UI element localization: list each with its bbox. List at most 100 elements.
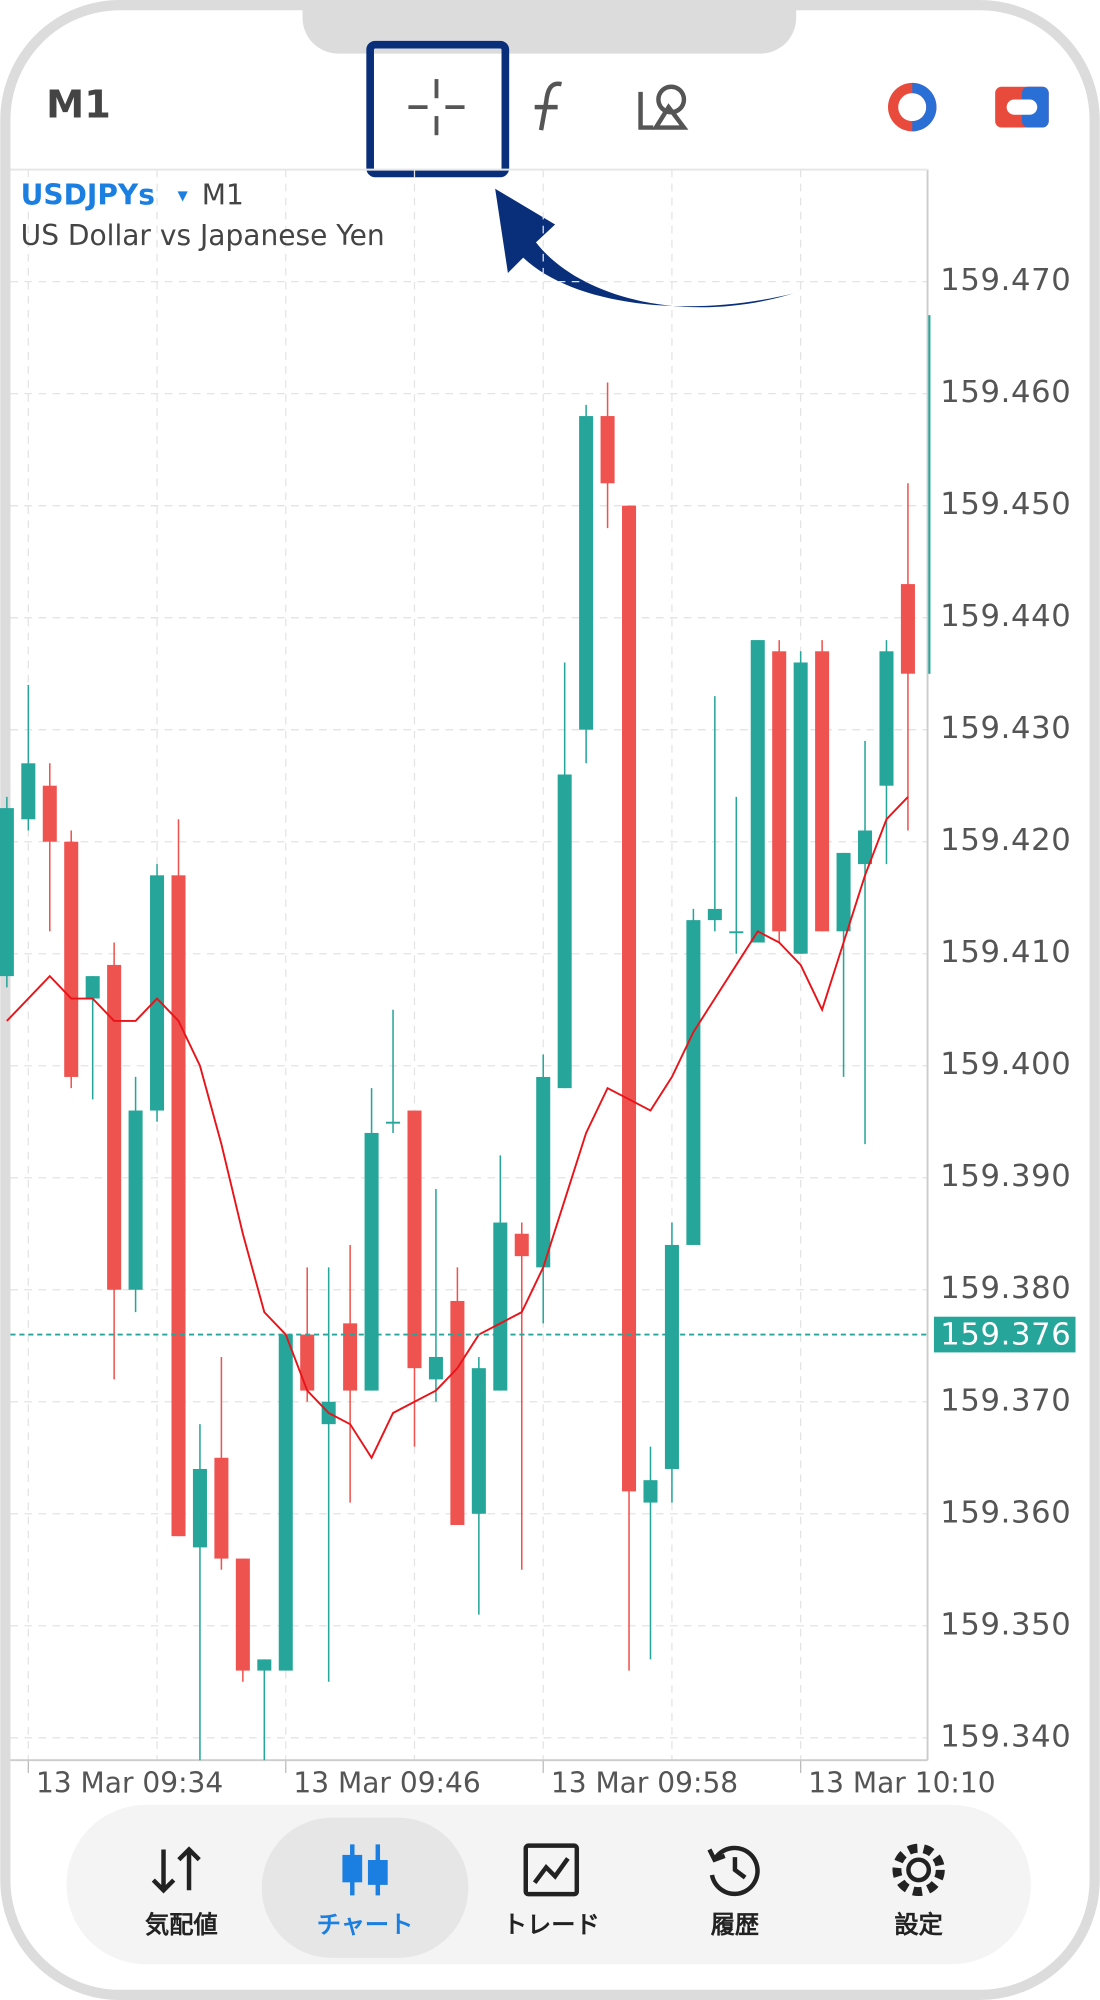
- candle-body: [364, 1132, 379, 1391]
- candle-body: [64, 841, 79, 1077]
- candle-body: [428, 1356, 443, 1380]
- candle-body: [750, 640, 765, 943]
- candle-body: [107, 964, 122, 1290]
- nav-label[interactable]: チャート: [317, 1911, 414, 1939]
- candle-body: [493, 1222, 508, 1391]
- candle-body: [600, 416, 615, 484]
- trade-icon[interactable]: [995, 86, 1049, 128]
- nav-icon-part: [367, 1860, 388, 1885]
- candle-body: [214, 1457, 229, 1559]
- candle-body: [686, 920, 701, 1245]
- x-tick-label: 13 Mar 09:46: [293, 1766, 480, 1799]
- current-price-box: [933, 1316, 1076, 1353]
- y-tick-label: 159.420: [940, 823, 1071, 858]
- candle-body: [343, 1323, 358, 1391]
- candle-body: [150, 875, 165, 1111]
- symbol-description: US Dollar vs Japanese Yen: [21, 219, 385, 252]
- candle-body: [85, 976, 100, 999]
- objects-button[interactable]: [638, 84, 689, 130]
- candle-body: [622, 505, 637, 1492]
- chart-timeframe: M1: [202, 178, 244, 211]
- y-tick-label: 159.410: [940, 935, 1071, 970]
- nav-icon: [151, 1846, 201, 1894]
- candle-body: [278, 1334, 293, 1671]
- y-tick-label: 159.450: [940, 487, 1071, 522]
- y-tick-label: 159.340: [940, 1719, 1071, 1754]
- y-tick-label: 159.440: [940, 599, 1071, 634]
- nav-icon-part: [707, 1845, 760, 1897]
- candle-body: [729, 931, 744, 934]
- nav-icon: [342, 1844, 388, 1896]
- current-price-label: 159.376: [940, 1317, 1071, 1352]
- candle-body: [192, 1468, 207, 1548]
- candle-body: [579, 416, 594, 730]
- notch: [302, 0, 797, 54]
- nav-icon-part: [892, 1843, 945, 1897]
- candle-body: [879, 651, 894, 786]
- candle-body: [536, 1076, 551, 1268]
- candle-body: [815, 651, 830, 932]
- highlight-box: [366, 40, 510, 178]
- nav-bar: [66, 1804, 1031, 1965]
- y-tick-label: 159.380: [940, 1271, 1071, 1306]
- candle-body: [557, 774, 572, 1089]
- candle-body: [643, 1480, 658, 1503]
- y-tick-label: 159.470: [940, 263, 1071, 298]
- candle-body: [664, 1244, 679, 1469]
- candle-body: [300, 1334, 315, 1391]
- moving-average: [6, 796, 909, 1460]
- y-tick-label: 159.390: [940, 1159, 1071, 1194]
- y-tick-label: 159.350: [940, 1607, 1071, 1642]
- candle-body: [0, 808, 14, 977]
- nav-label[interactable]: 設定: [894, 1911, 943, 1939]
- candle-body: [928, 315, 931, 674]
- timeframe-button[interactable]: M1: [46, 83, 111, 128]
- candle-body: [772, 651, 787, 932]
- account-icon[interactable]: [888, 82, 937, 132]
- candle-body: [407, 1110, 422, 1369]
- candle-body: [793, 662, 808, 954]
- candle-body: [900, 584, 915, 674]
- candle-body: [235, 1558, 250, 1671]
- nav-active-pill: [261, 1817, 469, 1958]
- candle-body: [858, 830, 873, 865]
- nav-label[interactable]: トレード: [503, 1911, 600, 1939]
- nav-label[interactable]: 気配値: [145, 1911, 218, 1939]
- nav-icon-part: [342, 1854, 363, 1883]
- nav-icon: [892, 1843, 945, 1897]
- x-tick-label: 13 Mar 10:10: [808, 1766, 995, 1799]
- nav-icon-part: [532, 1857, 570, 1884]
- candle-body: [450, 1300, 465, 1525]
- y-tick-label: 159.400: [940, 1047, 1071, 1082]
- nav-icon-part: [523, 1843, 580, 1897]
- nav-label[interactable]: 履歴: [711, 1911, 759, 1939]
- candle-body: [42, 785, 57, 842]
- x-tick-label: 13 Mar 09:58: [551, 1766, 738, 1799]
- candle-body: [171, 875, 186, 1537]
- candle-body: [128, 1110, 143, 1290]
- indicators-button[interactable]: [534, 81, 563, 131]
- nav-items: 気配値 チャート トレード 履歴 設定: [145, 1817, 945, 1958]
- symbol[interactable]: USDJPYs: [21, 178, 155, 211]
- annotation-arrow: [495, 188, 794, 308]
- nav-icon-part: [151, 1846, 201, 1894]
- nav-icon: [707, 1845, 760, 1897]
- y-tick-label: 159.460: [940, 375, 1071, 410]
- chart: 159.340 159.350 159.360 159.370 159.380 159.3…: [0, 168, 1076, 1799]
- nav-icon: [523, 1843, 580, 1897]
- candle-body: [514, 1233, 529, 1257]
- y-tick-label: 159.370: [940, 1383, 1071, 1418]
- candle-body: [257, 1659, 272, 1671]
- candle-body: [21, 763, 36, 820]
- dropdown-caret[interactable]: [177, 191, 188, 202]
- nav-icon-part: [906, 1857, 932, 1883]
- x-tick-label: 13 Mar 09:34: [36, 1766, 223, 1799]
- y-tick-label: 159.430: [940, 711, 1071, 746]
- candle-body: [386, 1121, 401, 1124]
- candle-body: [471, 1368, 486, 1514]
- y-tick-label: 159.360: [940, 1495, 1071, 1530]
- crosshair-button[interactable]: [408, 79, 465, 136]
- candle-body: [836, 852, 851, 932]
- candle-body: [707, 908, 722, 921]
